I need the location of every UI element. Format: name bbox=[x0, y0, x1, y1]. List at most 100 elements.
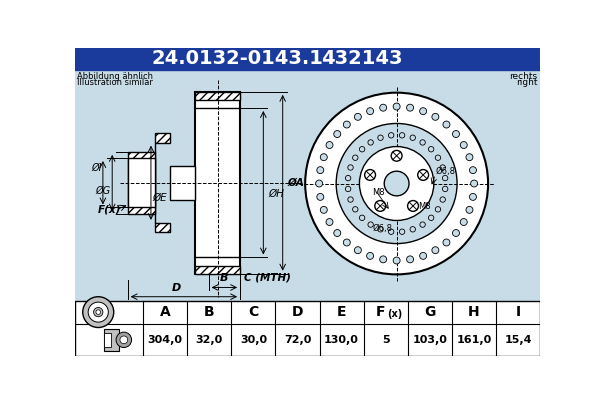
Text: G: G bbox=[424, 305, 436, 319]
Text: H: H bbox=[468, 305, 479, 319]
Circle shape bbox=[116, 332, 131, 348]
Text: Ø6,8: Ø6,8 bbox=[436, 167, 455, 176]
Circle shape bbox=[435, 155, 440, 160]
Text: 32,0: 32,0 bbox=[196, 335, 223, 345]
Circle shape bbox=[336, 124, 457, 244]
Bar bbox=[75, 70, 540, 300]
Text: Abbildung ähnlich: Abbildung ähnlich bbox=[77, 72, 154, 81]
Circle shape bbox=[346, 186, 351, 192]
Circle shape bbox=[466, 206, 473, 213]
Circle shape bbox=[469, 194, 476, 200]
Text: C (MTH): C (MTH) bbox=[244, 273, 291, 283]
Text: ØA: ØA bbox=[287, 178, 304, 188]
Circle shape bbox=[470, 180, 478, 187]
Bar bbox=[104, 329, 119, 351]
Text: I: I bbox=[515, 305, 521, 319]
Text: ØH: ØH bbox=[268, 189, 284, 199]
Circle shape bbox=[410, 135, 415, 140]
Circle shape bbox=[388, 133, 394, 138]
Circle shape bbox=[348, 165, 353, 170]
Text: Illustration similar: Illustration similar bbox=[77, 78, 153, 87]
Circle shape bbox=[391, 150, 402, 161]
Circle shape bbox=[469, 167, 476, 174]
Circle shape bbox=[88, 302, 109, 322]
Circle shape bbox=[440, 165, 445, 170]
Bar bbox=[170, 166, 195, 200]
Circle shape bbox=[317, 194, 324, 200]
Text: A: A bbox=[160, 305, 170, 319]
Text: 130,0: 130,0 bbox=[324, 335, 359, 345]
Circle shape bbox=[365, 170, 376, 180]
Circle shape bbox=[400, 229, 405, 234]
Circle shape bbox=[452, 230, 460, 236]
Circle shape bbox=[96, 310, 101, 314]
Circle shape bbox=[343, 121, 350, 128]
Circle shape bbox=[407, 256, 413, 263]
Circle shape bbox=[355, 113, 361, 120]
Text: 15,4: 15,4 bbox=[504, 335, 532, 345]
Circle shape bbox=[419, 108, 427, 115]
Circle shape bbox=[420, 140, 425, 145]
Text: F: F bbox=[376, 305, 386, 319]
Text: E: E bbox=[337, 305, 346, 319]
Bar bbox=[128, 152, 155, 214]
Text: (x): (x) bbox=[387, 310, 403, 320]
Circle shape bbox=[466, 154, 473, 161]
Text: rechts: rechts bbox=[509, 72, 538, 81]
Text: M8: M8 bbox=[418, 202, 431, 211]
Circle shape bbox=[452, 130, 460, 138]
Bar bbox=[75, 48, 540, 70]
Circle shape bbox=[120, 336, 128, 344]
Circle shape bbox=[334, 130, 341, 138]
Circle shape bbox=[460, 218, 467, 226]
Circle shape bbox=[359, 146, 365, 152]
Circle shape bbox=[384, 171, 409, 196]
Text: M8: M8 bbox=[372, 188, 385, 197]
Circle shape bbox=[393, 257, 400, 264]
Text: 30,0: 30,0 bbox=[240, 335, 267, 345]
Text: D: D bbox=[292, 305, 303, 319]
Bar bbox=[195, 92, 240, 100]
Circle shape bbox=[368, 222, 373, 227]
Circle shape bbox=[320, 154, 327, 161]
Text: 432143: 432143 bbox=[321, 49, 403, 68]
Circle shape bbox=[400, 133, 405, 138]
Bar bbox=[75, 300, 540, 356]
Circle shape bbox=[359, 215, 365, 220]
Circle shape bbox=[432, 113, 439, 120]
Circle shape bbox=[326, 218, 333, 226]
Text: 5: 5 bbox=[382, 335, 389, 345]
Bar bbox=[128, 158, 155, 207]
Circle shape bbox=[378, 227, 383, 232]
Text: ØE: ØE bbox=[152, 193, 167, 203]
Circle shape bbox=[443, 239, 450, 246]
Text: 24.0132-0143.1: 24.0132-0143.1 bbox=[152, 49, 323, 68]
Text: D: D bbox=[172, 283, 181, 293]
Circle shape bbox=[442, 175, 448, 181]
Circle shape bbox=[367, 252, 374, 259]
Text: 72,0: 72,0 bbox=[284, 335, 311, 345]
Circle shape bbox=[442, 186, 448, 192]
Circle shape bbox=[353, 207, 358, 212]
Text: B: B bbox=[204, 305, 215, 319]
Circle shape bbox=[368, 140, 373, 145]
Circle shape bbox=[428, 146, 434, 152]
Text: ØG: ØG bbox=[95, 186, 110, 196]
Circle shape bbox=[378, 135, 383, 140]
Circle shape bbox=[343, 239, 350, 246]
Circle shape bbox=[418, 170, 428, 180]
Circle shape bbox=[334, 230, 341, 236]
Text: F(x): F(x) bbox=[98, 205, 122, 215]
Circle shape bbox=[443, 121, 450, 128]
Circle shape bbox=[375, 200, 386, 211]
Circle shape bbox=[407, 200, 418, 211]
Bar bbox=[155, 223, 170, 232]
Circle shape bbox=[346, 175, 351, 181]
Circle shape bbox=[305, 93, 488, 274]
Circle shape bbox=[388, 229, 394, 234]
Bar bbox=[195, 266, 240, 274]
Circle shape bbox=[359, 146, 434, 220]
Circle shape bbox=[320, 206, 327, 213]
Circle shape bbox=[419, 252, 427, 259]
Circle shape bbox=[393, 103, 400, 110]
